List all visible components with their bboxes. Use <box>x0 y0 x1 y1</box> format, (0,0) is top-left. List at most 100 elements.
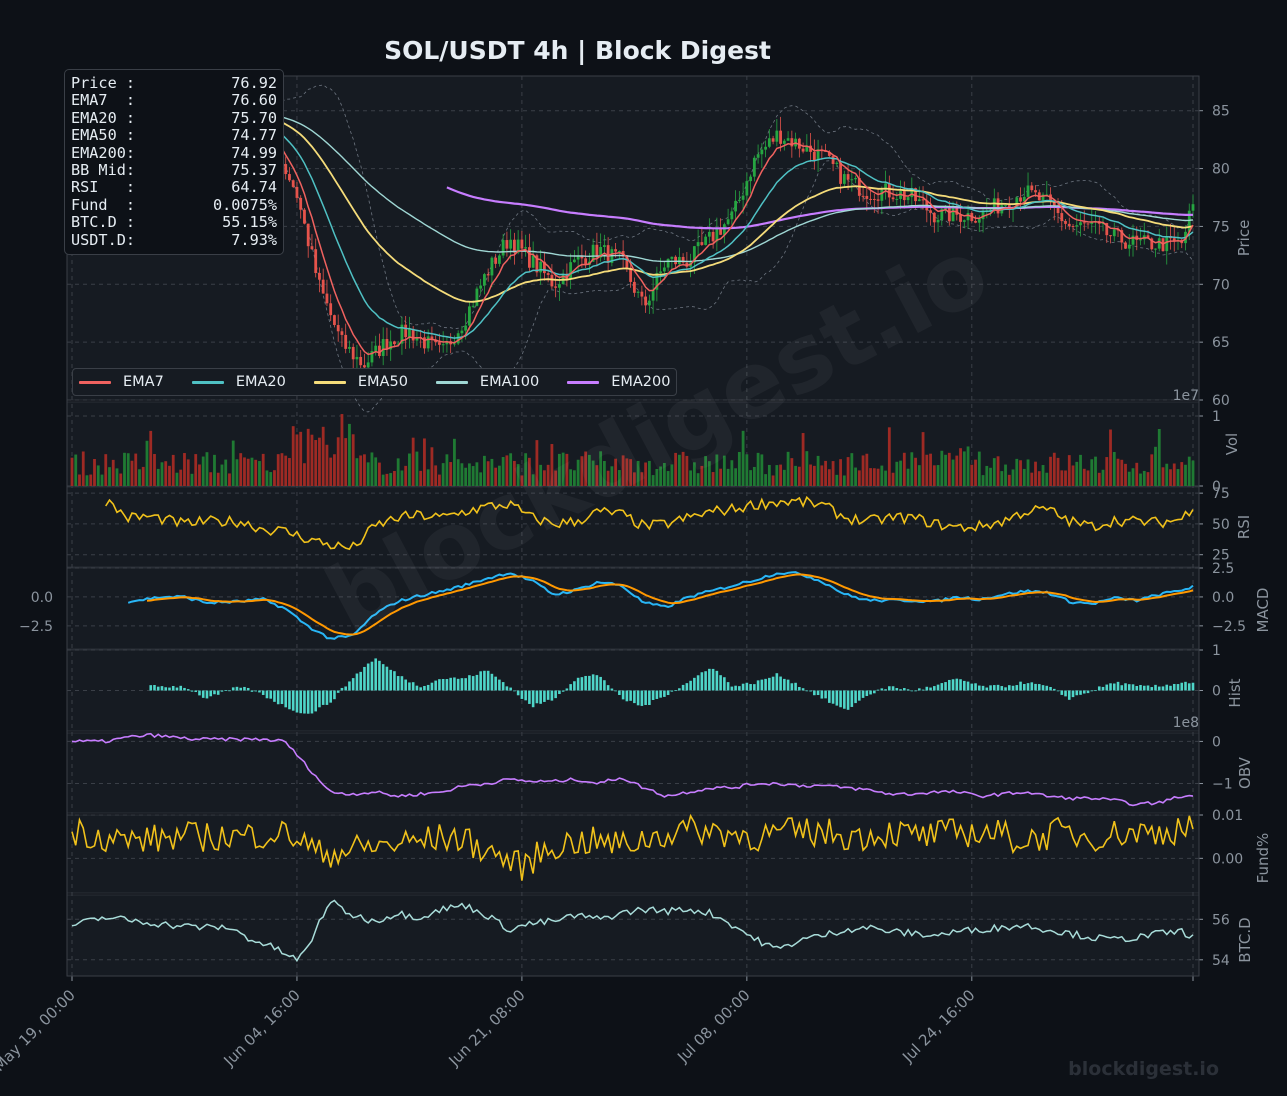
volume-bar <box>333 454 336 486</box>
candle-body <box>501 240 505 256</box>
macd-hist-bar <box>580 677 584 691</box>
info-row-bb-mid: BB Mid: 75.37 <box>71 161 277 179</box>
volume-bar <box>861 455 865 486</box>
candle-body <box>423 337 426 349</box>
volume-bar <box>404 465 408 486</box>
macd-hist-bar <box>336 690 340 693</box>
macd-hist-bar <box>966 681 970 691</box>
candle-body <box>321 279 325 294</box>
volume-bar <box>1090 459 1094 486</box>
volume-bar <box>1146 472 1150 486</box>
candle-body <box>771 138 775 142</box>
candle-body <box>955 206 959 215</box>
macd-hist-bar <box>258 690 261 693</box>
volume-bar <box>947 452 951 486</box>
volume-bar <box>756 452 760 486</box>
y-axis-label-vol: Vol <box>1223 433 1241 455</box>
volume-bar <box>119 473 123 486</box>
candle-body <box>1112 229 1116 237</box>
macd-hist-bar <box>981 685 985 691</box>
candle-body <box>1034 190 1037 193</box>
macd-hist-bar <box>723 677 726 691</box>
candle-body <box>809 145 812 152</box>
macd-hist-bar <box>1060 690 1064 695</box>
volume-bar <box>415 451 419 486</box>
macd-hist-bar <box>798 687 801 691</box>
candle-body <box>921 199 925 201</box>
macd-hist-bar <box>576 677 580 691</box>
candle-body <box>850 179 854 181</box>
volume-bar <box>1161 467 1165 486</box>
volume-bar <box>572 470 576 486</box>
macd-hist-bar <box>411 682 415 691</box>
volume-bar <box>201 456 205 486</box>
volume-bar <box>81 451 85 486</box>
candle-body <box>557 284 561 288</box>
candle-body <box>745 181 749 196</box>
candle-body <box>651 289 655 301</box>
macd-hist-bar <box>760 679 764 691</box>
candle-body <box>336 325 340 332</box>
macd-hist-bar <box>936 684 940 691</box>
macd-hist-bar <box>393 671 396 691</box>
volume-bar <box>1037 471 1041 486</box>
candle-body <box>1004 205 1007 207</box>
macd-hist-bar <box>783 678 786 691</box>
macd-hist-bar <box>190 690 194 692</box>
candle-body <box>692 246 696 263</box>
macd-hist-bar <box>1049 686 1052 691</box>
volume-bar <box>689 470 693 486</box>
info-row-ema50: EMA50 : 74.77 <box>71 126 277 144</box>
candle-body <box>513 239 516 253</box>
macd-hist-bar <box>220 690 224 692</box>
macd-hist-bar <box>1041 685 1045 691</box>
candle-body <box>805 145 809 152</box>
candle-body <box>752 157 756 177</box>
info-label: EMA7 : <box>71 91 136 110</box>
macd-hist-bar <box>629 690 632 701</box>
volume-bar <box>1067 455 1071 486</box>
candle-body <box>726 219 730 225</box>
candle-body <box>647 300 651 306</box>
macd-hist-bar <box>430 682 434 691</box>
volume-bar <box>156 468 160 486</box>
macd-hist-bar <box>741 683 745 691</box>
candle-body <box>670 256 674 259</box>
candle-body <box>595 244 599 258</box>
volume-bar <box>524 453 528 486</box>
volume-bar <box>321 426 325 486</box>
volume-bar <box>989 467 992 486</box>
volume-bar <box>944 454 947 486</box>
macd-hist-bar <box>801 688 805 691</box>
candle-body <box>869 198 872 200</box>
candle-body <box>295 186 299 198</box>
volume-bar <box>790 458 794 486</box>
macd-hist-bar <box>528 690 531 704</box>
candle-body <box>741 195 745 200</box>
volume-bar <box>887 427 891 486</box>
macd-hist-bar <box>1165 684 1169 691</box>
candle-body <box>1041 194 1045 201</box>
macd-hist-bar <box>306 690 310 714</box>
macd-hist-bar <box>831 690 835 704</box>
rsi-line <box>105 495 1194 551</box>
candle-body <box>782 140 786 144</box>
candle-body <box>400 324 404 344</box>
volume-bar <box>516 464 520 486</box>
candle-body <box>715 229 719 242</box>
candle-body <box>932 212 936 223</box>
volume-bar <box>1165 463 1169 486</box>
macd-hist-bar <box>546 690 550 700</box>
volume-bar <box>640 472 644 486</box>
candle-body <box>910 188 914 198</box>
candle-body <box>318 272 321 280</box>
macd-hist-bar <box>475 674 479 691</box>
volume-bar <box>655 468 659 486</box>
candle-body <box>1064 221 1067 224</box>
candle-body <box>363 365 366 368</box>
volume-bar <box>359 455 363 486</box>
volume-bar <box>576 459 580 486</box>
volume-bar <box>959 448 962 486</box>
volume-bar <box>917 465 921 486</box>
info-label: RSI : <box>71 178 136 197</box>
